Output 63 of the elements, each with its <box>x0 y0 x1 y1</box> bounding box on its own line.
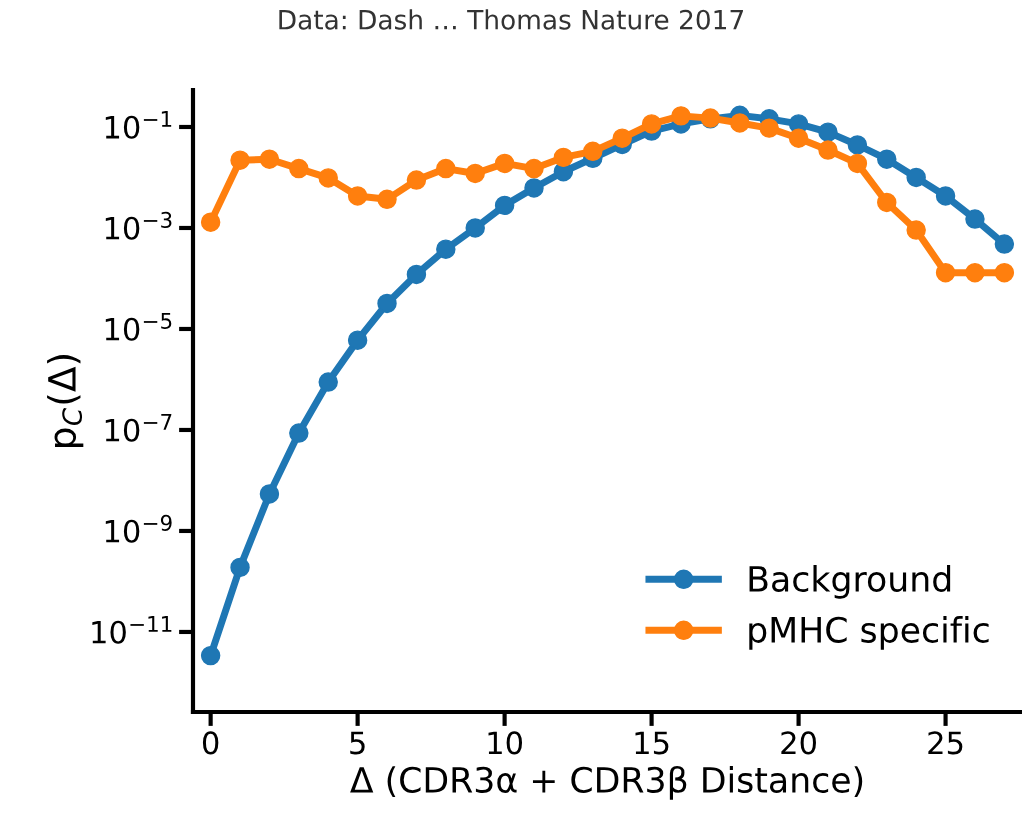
point <box>524 158 544 179</box>
point <box>906 220 926 240</box>
point <box>465 163 485 184</box>
y-tick-label: 10$^{−1}$ <box>105 111 172 139</box>
y-tick-label: 10$^{−7}$ <box>105 414 172 442</box>
point <box>465 218 485 238</box>
point <box>289 423 309 443</box>
point <box>730 113 750 133</box>
point <box>524 178 544 198</box>
point <box>818 122 838 142</box>
point <box>818 140 838 160</box>
x-tick-label: 0 <box>202 731 219 755</box>
point <box>494 153 515 174</box>
point <box>847 135 868 155</box>
point <box>965 263 985 283</box>
x-tick-label: 25 <box>928 731 963 755</box>
legend-label: pMHC specific <box>749 616 989 650</box>
point <box>935 263 956 283</box>
y-tick-label: 10$^{−11}$ <box>92 616 172 644</box>
x-axis-title: Δ (CDR3α + CDR3β Distance) <box>350 765 863 800</box>
point <box>406 264 427 285</box>
point <box>347 186 368 206</box>
y-tick-label: 10$^{−9}$ <box>105 514 172 543</box>
point <box>436 158 456 179</box>
point <box>377 189 397 210</box>
point <box>994 263 1015 283</box>
y-tick-label: 10$^{−3}$ <box>105 211 172 240</box>
point <box>994 234 1015 254</box>
x-tick-label: 10 <box>488 731 523 755</box>
point <box>200 212 221 232</box>
point <box>935 186 956 206</box>
point <box>230 557 250 578</box>
point <box>847 153 868 174</box>
point <box>200 645 221 666</box>
legend-label: Background <box>749 565 951 599</box>
point <box>759 118 779 138</box>
point <box>641 114 662 134</box>
point <box>965 209 985 229</box>
point <box>289 158 309 179</box>
point <box>259 149 280 169</box>
point <box>230 150 250 170</box>
point <box>494 195 515 216</box>
point <box>906 167 926 188</box>
chart-title: Data: Dash … Thomas Nature 2017 <box>279 9 743 30</box>
point <box>877 192 897 213</box>
y-tick-label: 10$^{−5}$ <box>105 313 172 341</box>
point <box>788 128 809 148</box>
x-tick-label: 20 <box>781 731 816 755</box>
point <box>377 293 397 314</box>
point <box>318 168 338 188</box>
point <box>406 170 427 190</box>
y-axis-title: p$_{C}$(Δ) <box>47 355 84 447</box>
point <box>259 484 280 504</box>
point <box>612 128 632 148</box>
x-tick-label: 5 <box>350 731 365 755</box>
point <box>347 330 368 350</box>
point <box>583 141 603 162</box>
point <box>553 147 574 168</box>
point <box>877 149 897 169</box>
x-tick-label: 15 <box>635 731 669 755</box>
point <box>671 106 691 126</box>
point <box>318 372 338 392</box>
point <box>436 239 456 259</box>
